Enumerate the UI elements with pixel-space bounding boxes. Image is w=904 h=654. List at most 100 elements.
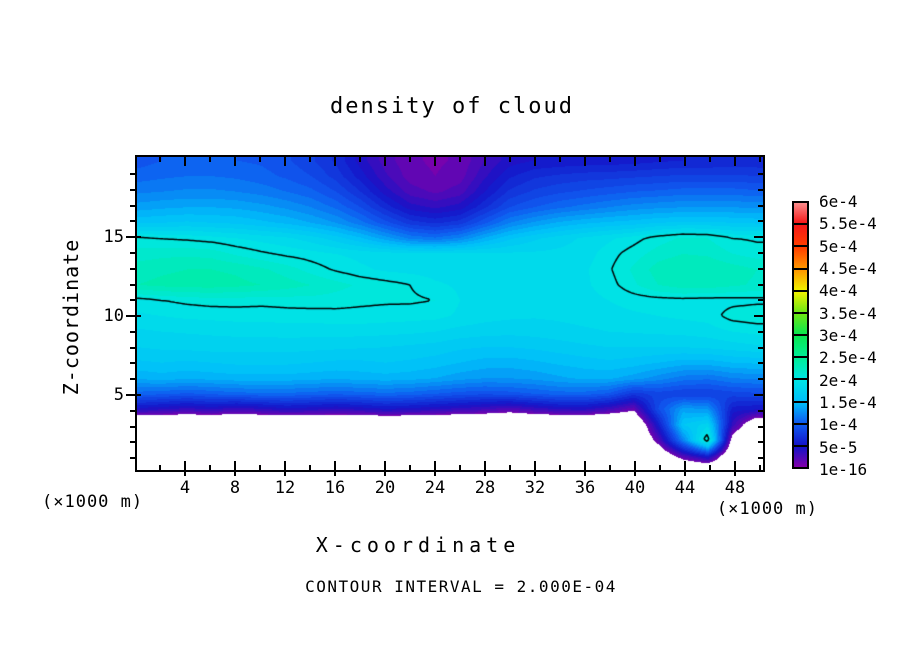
- z-axis-minor-tick: [130, 205, 135, 207]
- x-axis-major-tick: [534, 157, 536, 166]
- colorbar-label: 3e-4: [819, 326, 858, 345]
- x-axis-minor-tick: [259, 465, 261, 470]
- z-axis-minor-tick: [758, 426, 763, 428]
- z-axis-minor-tick: [130, 441, 135, 443]
- z-axis-unit-label: (×1000 m): [42, 492, 144, 512]
- colorbar-segment: [794, 289, 807, 312]
- z-axis-major-tick: [754, 236, 763, 238]
- z-axis-minor-tick: [130, 331, 135, 333]
- x-axis-minor-tick: [609, 157, 611, 162]
- z-axis-minor-tick: [130, 362, 135, 364]
- contour-interval-note: CONTOUR INTERVAL = 2.000E-04: [305, 577, 617, 596]
- x-axis-minor-tick: [209, 465, 211, 470]
- x-axis-tick-label: 40: [624, 478, 646, 498]
- x-axis-major-tick: [334, 157, 336, 166]
- x-axis-major-tick: [534, 461, 536, 476]
- colorbar-label: 4e-4: [819, 281, 858, 300]
- colorbar-segment: [794, 444, 807, 468]
- x-axis-unit-label: (×1000 m): [716, 499, 818, 519]
- z-axis-major-tick: [126, 236, 141, 238]
- colorbar-label: 6e-4: [819, 192, 858, 211]
- z-axis-minor-tick: [758, 205, 763, 207]
- x-axis-minor-tick: [759, 465, 761, 470]
- x-axis-major-tick: [334, 461, 336, 476]
- z-axis-tick-label: 15: [103, 227, 124, 247]
- x-axis-major-tick: [234, 157, 236, 166]
- z-axis-minor-tick: [130, 173, 135, 175]
- x-axis-minor-tick: [559, 157, 561, 162]
- colorbar-segment: [794, 267, 807, 290]
- x-axis-minor-tick: [759, 157, 761, 162]
- x-axis-major-tick: [384, 461, 386, 476]
- x-axis-minor-tick: [559, 465, 561, 470]
- x-axis-minor-tick: [259, 157, 261, 162]
- z-axis-minor-tick: [130, 189, 135, 191]
- z-axis-minor-tick: [130, 457, 135, 459]
- x-axis-major-tick: [434, 157, 436, 166]
- plot-title: density of cloud: [330, 94, 574, 119]
- x-axis-tick-label: 12: [274, 478, 296, 498]
- z-axis-major-tick: [754, 315, 763, 317]
- x-axis-major-tick: [234, 461, 236, 476]
- colorbar-segment: [794, 245, 807, 268]
- colorbar-segment: [794, 422, 807, 445]
- z-axis-minor-tick: [758, 410, 763, 412]
- x-axis-major-tick: [734, 461, 736, 476]
- z-axis-minor-tick: [758, 331, 763, 333]
- x-axis-tick-label: 16: [324, 478, 346, 498]
- x-axis-minor-tick: [459, 465, 461, 470]
- z-axis-minor-tick: [130, 268, 135, 270]
- z-axis-minor-tick: [758, 220, 763, 222]
- x-axis-major-tick: [434, 461, 436, 476]
- z-axis-minor-tick: [758, 284, 763, 286]
- colorbar-label: 5.5e-4: [819, 214, 877, 233]
- z-axis-minor-tick: [758, 441, 763, 443]
- colorbar-label: 1e-16: [819, 460, 868, 479]
- x-axis-minor-tick: [509, 465, 511, 470]
- colorbar-segment: [794, 400, 807, 423]
- z-axis-major-tick: [126, 315, 141, 317]
- z-axis-minor-tick: [758, 378, 763, 380]
- z-axis-minor-tick: [758, 173, 763, 175]
- x-axis-label: X-coordinate: [315, 533, 521, 557]
- z-axis-minor-tick: [758, 268, 763, 270]
- x-axis-major-tick: [584, 157, 586, 166]
- colorbar-segment: [794, 378, 807, 401]
- x-axis-major-tick: [184, 157, 186, 166]
- contour-field-canvas: [137, 157, 763, 470]
- x-axis-major-tick: [584, 461, 586, 476]
- z-axis-minor-tick: [130, 378, 135, 380]
- x-axis-minor-tick: [409, 465, 411, 470]
- z-axis-minor-tick: [130, 426, 135, 428]
- x-axis-minor-tick: [309, 157, 311, 162]
- colorbar-segment: [794, 203, 807, 224]
- x-axis-minor-tick: [209, 157, 211, 162]
- x-axis-tick-label: 20: [374, 478, 396, 498]
- colorbar-label: 4.5e-4: [819, 259, 877, 278]
- x-axis-tick-label: 32: [524, 478, 546, 498]
- x-axis-minor-tick: [709, 157, 711, 162]
- z-axis-minor-tick: [130, 220, 135, 222]
- x-axis-major-tick: [484, 461, 486, 476]
- x-axis-major-tick: [384, 157, 386, 166]
- x-axis-tick-label: 48: [724, 478, 746, 498]
- colorbar-segment: [794, 334, 807, 357]
- z-axis-minor-tick: [758, 457, 763, 459]
- z-axis-minor-tick: [758, 362, 763, 364]
- colorbar-segment: [794, 223, 807, 246]
- x-axis-major-tick: [734, 157, 736, 166]
- x-axis-major-tick: [184, 461, 186, 476]
- colorbar-label: 5e-4: [819, 237, 858, 256]
- z-axis-label: Z-coordinate: [59, 238, 83, 396]
- x-axis-minor-tick: [309, 465, 311, 470]
- x-axis-major-tick: [284, 461, 286, 476]
- x-axis-major-tick: [684, 157, 686, 166]
- x-axis-major-tick: [684, 461, 686, 476]
- x-axis-minor-tick: [509, 157, 511, 162]
- x-axis-minor-tick: [709, 465, 711, 470]
- colorbar: [792, 201, 809, 469]
- x-axis-minor-tick: [159, 157, 161, 162]
- x-axis-minor-tick: [159, 465, 161, 470]
- x-axis-tick-label: 28: [474, 478, 496, 498]
- x-axis-minor-tick: [359, 157, 361, 162]
